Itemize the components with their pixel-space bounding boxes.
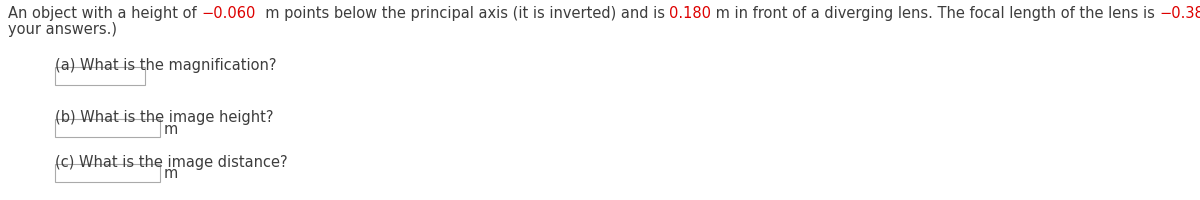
Text: your answers.): your answers.) xyxy=(8,22,118,37)
Text: (b) What is the image height?: (b) What is the image height? xyxy=(55,109,274,124)
Text: −0.38: −0.38 xyxy=(1159,6,1200,21)
Text: (c) What is the image distance?: (c) What is the image distance? xyxy=(55,154,288,169)
Text: 0.180: 0.180 xyxy=(670,6,712,21)
Bar xyxy=(55,164,160,182)
Text: m: m xyxy=(164,121,179,136)
Text: m in front of a diverging lens. The focal length of the lens is: m in front of a diverging lens. The foca… xyxy=(712,6,1159,21)
Text: −0.060: −0.060 xyxy=(202,6,256,21)
Text: m points below the principal axis (it is inverted) and is: m points below the principal axis (it is… xyxy=(256,6,670,21)
Text: (a) What is the magnification?: (a) What is the magnification? xyxy=(55,58,276,73)
Text: An object with a height of: An object with a height of xyxy=(8,6,202,21)
Text: m: m xyxy=(164,166,179,181)
Bar xyxy=(55,68,145,86)
Bar xyxy=(55,119,160,137)
